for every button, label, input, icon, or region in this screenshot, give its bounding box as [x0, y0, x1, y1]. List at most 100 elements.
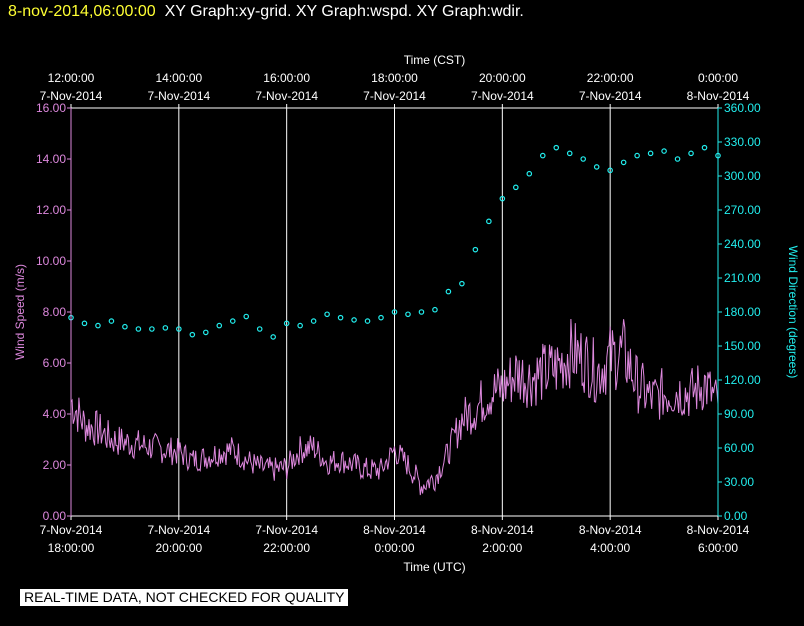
- wind-direction-point-41: [620, 159, 627, 166]
- top-tick-time-1: 14:00:00: [155, 71, 202, 85]
- top-tick-date-2: 7-Nov-2014: [255, 89, 318, 103]
- wind-direction-point-22: [364, 318, 371, 324]
- wind-direction-point-20: [337, 314, 344, 321]
- left-tick-label-5: 10.00: [36, 254, 66, 268]
- right-tick-label-6: 180.00: [724, 305, 761, 319]
- bottom-tick-date-6: 8-Nov-2014: [687, 523, 750, 537]
- wind-direction-point-7: [162, 325, 169, 331]
- top-tick-date-6: 8-Nov-2014: [687, 89, 750, 103]
- top-tick-date-0: 7-Nov-2014: [40, 89, 103, 103]
- left-tick-label-8: 16.00: [36, 101, 66, 115]
- wind-direction-point-32: [499, 195, 506, 202]
- left-tick-label-7: 14.00: [36, 152, 66, 166]
- left-tick-label-0: 0.00: [43, 509, 67, 523]
- wind-direction-point-8: [176, 326, 182, 332]
- left-tick-label-1: 2.00: [43, 458, 67, 472]
- top-tick-time-2: 16:00:00: [263, 71, 310, 85]
- graph-header: 8-nov-2014,06:00:00 XY Graph:xy-grid. XY…: [8, 3, 524, 21]
- wind-direction-point-40: [607, 167, 613, 174]
- top-tick-time-0: 12:00:00: [48, 71, 95, 85]
- wind-direction-point-13: [243, 313, 250, 320]
- top-tick-time-4: 20:00:00: [479, 71, 526, 85]
- left-tick-label-6: 12.00: [36, 203, 66, 217]
- wind-direction-point-28: [445, 288, 452, 295]
- wind-direction-point-27: [432, 306, 438, 313]
- top-tick-date-1: 7-Nov-2014: [147, 89, 210, 103]
- wind-direction-point-45: [674, 156, 681, 162]
- wind-direction-point-35: [539, 152, 546, 159]
- wind-direction-point-1: [81, 320, 88, 327]
- wind-direction-point-12: [229, 318, 236, 324]
- wind-direction-point-18: [310, 318, 317, 324]
- top-tick-time-3: 18:00:00: [371, 71, 418, 85]
- right-axis-label: Wind Direction (degrees): [786, 246, 800, 379]
- bottom-tick-time-0: 18:00:00: [48, 541, 95, 555]
- right-tick-label-9: 270.00: [724, 203, 761, 217]
- quality-disclaimer: REAL-TIME DATA, NOT CHECKED FOR QUALITY: [20, 589, 349, 606]
- bottom-tick-time-2: 22:00:00: [263, 541, 310, 555]
- wind-direction-point-25: [405, 311, 411, 318]
- wind-speed-line: [70, 318, 719, 496]
- wind-direction-point-31: [486, 218, 492, 225]
- wind-direction-point-21: [351, 317, 357, 323]
- wind-direction-point-46: [688, 150, 694, 157]
- axis-labels: 12:00:00 7-Nov-2014 14:00:00 7-Nov-2014 16:0…: [13, 53, 800, 574]
- bottom-tick-time-4: 2:00:00: [482, 541, 522, 555]
- wind-direction-point-43: [647, 150, 654, 157]
- right-tick-label-8: 240.00: [724, 237, 761, 251]
- wind-direction-point-14: [256, 326, 263, 332]
- wind-direction-point-34: [526, 170, 533, 177]
- bottom-tick-time-3: 0:00:00: [374, 541, 414, 555]
- right-tick-label-12: 360.00: [724, 101, 761, 115]
- bottom-axis-label: Time (UTC): [403, 560, 465, 574]
- wind-direction-point-47: [701, 144, 708, 151]
- right-tick-label-10: 300.00: [724, 169, 761, 183]
- wind-direction-point-10: [202, 329, 209, 336]
- bottom-tick-date-4: 8-Nov-2014: [471, 523, 534, 537]
- wind-direction-point-19: [324, 311, 330, 318]
- wind-direction-point-9: [189, 331, 196, 338]
- right-tick-label-3: 90.00: [724, 407, 754, 421]
- wind-direction-point-33: [513, 184, 519, 191]
- wind-direction-point-15: [270, 334, 276, 340]
- left-tick-label-3: 6.00: [43, 356, 67, 370]
- wind-direction-point-17: [297, 322, 303, 329]
- right-tick-label-11: 330.00: [724, 135, 761, 149]
- wind-direction-point-30: [472, 246, 479, 253]
- right-tick-label-5: 150.00: [724, 339, 761, 353]
- wind-direction-point-6: [149, 326, 155, 332]
- left-tick-label-2: 4.00: [43, 407, 67, 421]
- wind-direction-point-37: [566, 150, 573, 157]
- top-axis-label: Time (CST): [404, 53, 466, 67]
- top-tick-date-3: 7-Nov-2014: [363, 89, 426, 103]
- right-tick-label-0: 0.00: [724, 509, 748, 523]
- graph-datetime: 8-nov-2014,06:00:00: [8, 3, 156, 20]
- wind-direction-point-23: [378, 314, 384, 321]
- right-tick-label-4: 120.00: [724, 373, 761, 387]
- bottom-tick-date-3: 8-Nov-2014: [363, 523, 426, 537]
- grid-lines: [178, 108, 611, 516]
- wind-direction-point-26: [418, 309, 425, 315]
- top-tick-time-6: 0:00:00: [698, 71, 738, 85]
- bottom-tick-date-1: 7-Nov-2014: [147, 523, 210, 537]
- wind-direction-point-39: [593, 164, 600, 170]
- wind-direction-point-4: [122, 323, 128, 330]
- wind-direction-point-44: [661, 148, 667, 154]
- wind-direction-point-2: [95, 322, 101, 329]
- right-tick-label-1: 30.00: [724, 475, 754, 489]
- right-tick-label-7: 210.00: [724, 271, 761, 285]
- top-tick-time-5: 22:00:00: [587, 71, 634, 85]
- bottom-tick-date-5: 8-Nov-2014: [579, 523, 642, 537]
- wind-direction-point-29: [459, 280, 465, 287]
- wind-direction-point-38: [580, 156, 587, 162]
- left-axis-label: Wind Speed (m/s): [13, 264, 27, 360]
- wind-speed-series: [70, 318, 719, 496]
- bottom-tick-date-0: 7-Nov-2014: [40, 523, 103, 537]
- top-tick-date-4: 7-Nov-2014: [471, 89, 534, 103]
- wind-direction-point-3: [108, 318, 115, 324]
- wind-direction-point-5: [135, 326, 142, 332]
- graph-titles: XY Graph:xy-grid. XY Graph:wspd. XY Grap…: [164, 3, 524, 20]
- wind-direction-point-16: [283, 320, 290, 327]
- wind-direction-point-11: [216, 322, 223, 329]
